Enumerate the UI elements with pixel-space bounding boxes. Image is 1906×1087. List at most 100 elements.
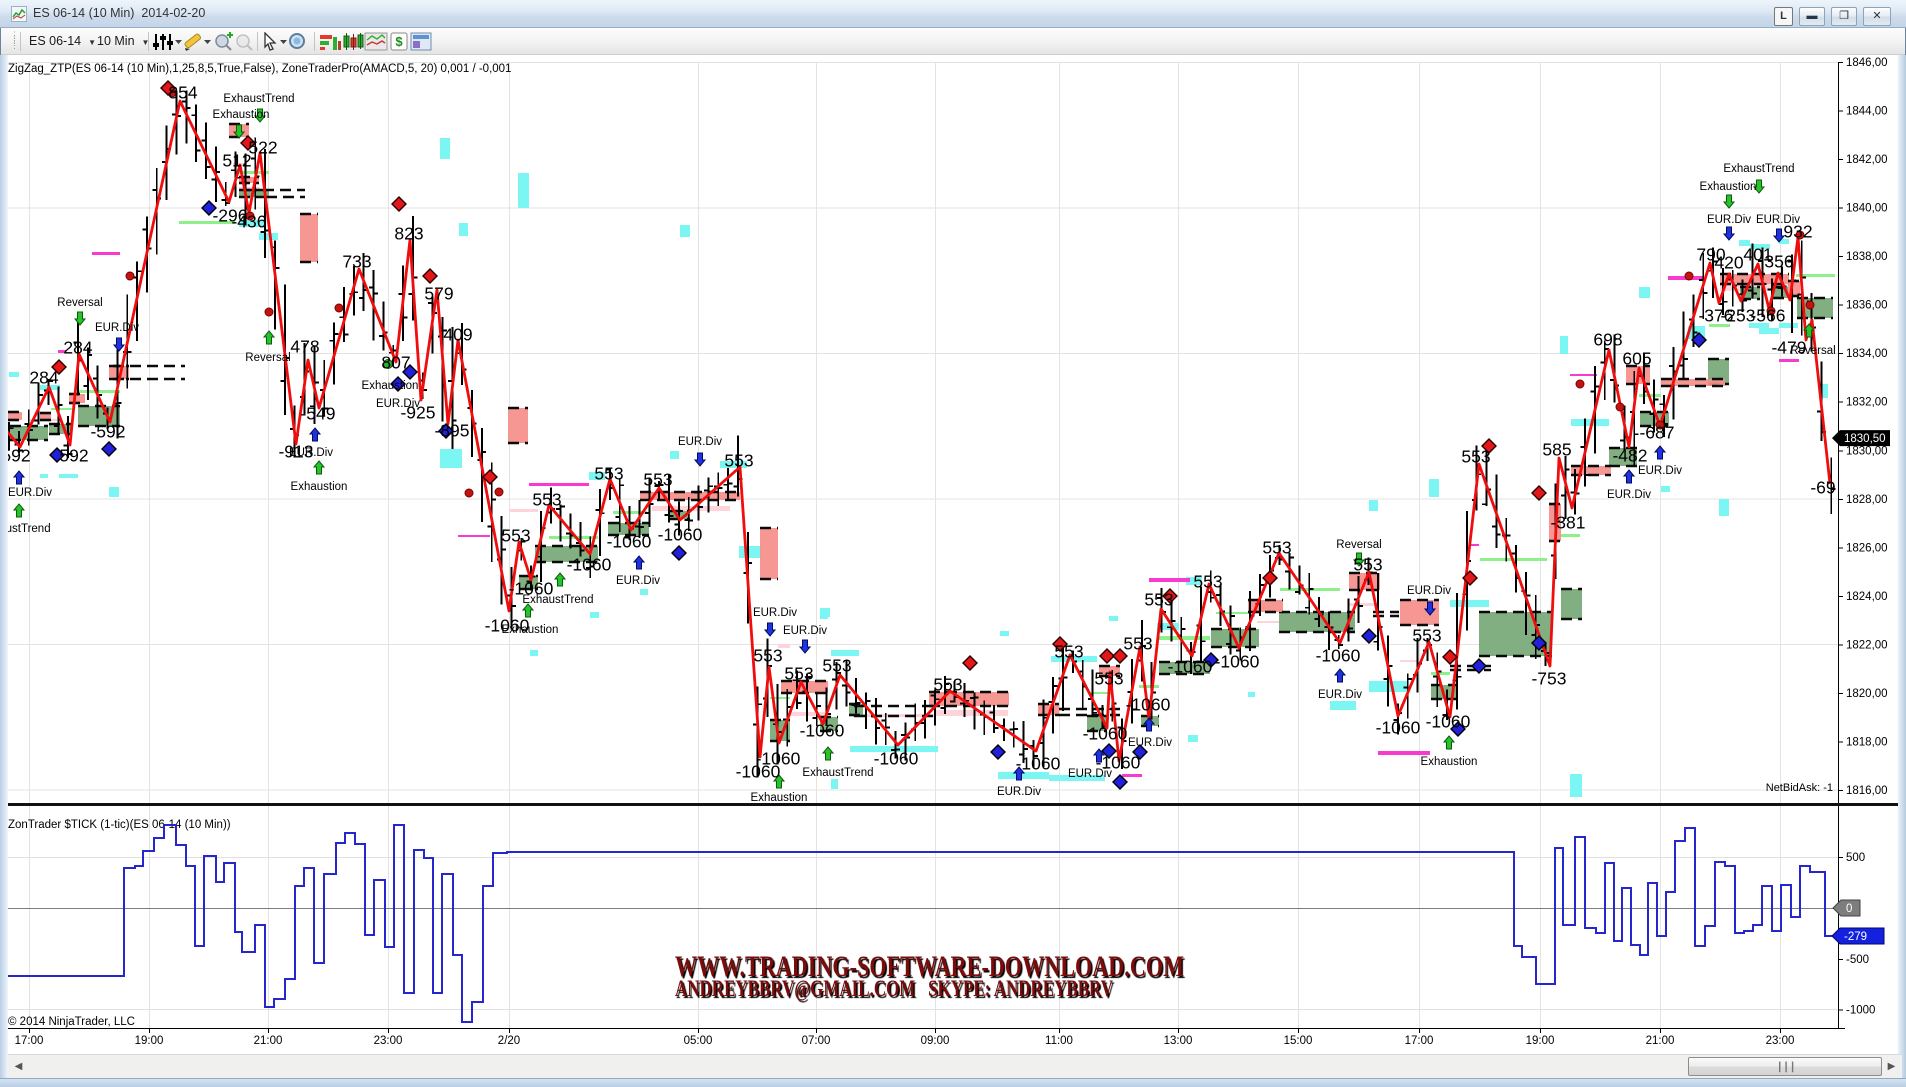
svg-text:21:00: 21:00 [1646, 1035, 1675, 1047]
svg-text:1844,00: 1844,00 [1846, 106, 1888, 118]
svg-text:592: 592 [59, 446, 88, 466]
svg-text:553: 553 [501, 526, 530, 546]
svg-text:-687: -687 [1639, 423, 1674, 443]
svg-text:-1060: -1060 [1376, 718, 1421, 738]
svg-text:1820,00: 1820,00 [1846, 688, 1888, 700]
svg-text:ExhaustTrend: ExhaustTrend [223, 93, 294, 105]
svg-text:553: 553 [1353, 555, 1382, 575]
svg-text:05:00: 05:00 [684, 1035, 713, 1047]
svg-text:EUR.Div: EUR.Div [1756, 214, 1800, 226]
svg-text:807: 807 [381, 353, 410, 373]
svg-text:553: 553 [753, 646, 782, 666]
svg-text:-1060: -1060 [1316, 646, 1361, 666]
svg-text:ExhaustTrend: ExhaustTrend [0, 523, 51, 535]
svg-text:553: 553 [933, 675, 962, 695]
svg-text:ZonTrader $TICK (1-tic)(ES 06-: ZonTrader $TICK (1-tic)(ES 06-14 (10 Min… [8, 819, 231, 831]
svg-text:553: 553 [643, 470, 672, 490]
svg-text:2/20: 2/20 [498, 1035, 520, 1047]
svg-text:ANDREYBBRV@GMAIL.COM SKYPE:: ANDREYBBRV@GMAIL.COM SKYPE: ANDREYBBRV [675, 976, 1113, 1002]
svg-text:23:00: 23:00 [374, 1035, 403, 1047]
svg-text:Exhaustion: Exhaustion [362, 380, 419, 392]
svg-text:-1060: -1060 [1168, 657, 1213, 677]
svg-text:284: 284 [29, 368, 58, 388]
svg-text:1822,00: 1822,00 [1846, 639, 1888, 651]
svg-text:17:00: 17:00 [15, 1035, 44, 1047]
svg-text:EUR.Div: EUR.Div [1318, 689, 1362, 701]
svg-text:1816,00: 1816,00 [1846, 785, 1888, 797]
svg-text:-1000: -1000 [1846, 1005, 1875, 1017]
svg-text:© 2014 NinjaTrader, LLC: © 2014 NinjaTrader, LLC [8, 1016, 135, 1028]
svg-text:Exhaustion: Exhaustion [502, 624, 559, 636]
svg-text:1826,00: 1826,00 [1846, 542, 1888, 554]
svg-text:553: 553 [532, 490, 561, 510]
svg-text:553: 553 [724, 451, 753, 471]
svg-text:Exhaustion: Exhaustion [1700, 181, 1757, 193]
svg-text:733: 733 [342, 252, 371, 272]
svg-text:-69: -69 [1810, 478, 1835, 498]
svg-text:500: 500 [1846, 852, 1865, 864]
svg-text:EUR.Div: EUR.Div [616, 575, 660, 587]
svg-text:512: 512 [222, 151, 251, 171]
svg-text:1830,00: 1830,00 [1846, 445, 1888, 457]
svg-text:-566: -566 [1750, 306, 1785, 326]
svg-text:Exhaustion: Exhaustion [213, 109, 270, 121]
svg-text:1828,00: 1828,00 [1846, 494, 1888, 506]
svg-text:854: 854 [168, 83, 197, 103]
svg-text:-753: -753 [1531, 669, 1566, 689]
svg-text:EUR.Div: EUR.Div [8, 487, 52, 499]
svg-text:-1060: -1060 [1126, 695, 1171, 715]
svg-text:19:00: 19:00 [1526, 1035, 1555, 1047]
svg-text:553: 553 [1094, 669, 1123, 689]
svg-text:EUR.Div: EUR.Div [376, 398, 420, 410]
svg-text:478: 478 [290, 337, 319, 357]
svg-text:553: 553 [1054, 642, 1083, 662]
svg-text:Exhaustion: Exhaustion [751, 792, 808, 804]
svg-text:-479: -479 [1771, 338, 1806, 358]
svg-text:553: 553 [784, 664, 813, 684]
svg-text:592: 592 [1, 446, 30, 466]
svg-text:1846,00: 1846,00 [1846, 57, 1888, 69]
svg-text:ExhaustTrend: ExhaustTrend [1723, 163, 1794, 175]
svg-text:1824,00: 1824,00 [1846, 591, 1888, 603]
svg-text:553: 553 [1461, 447, 1490, 467]
svg-text:21:00: 21:00 [254, 1035, 283, 1047]
svg-text:EUR.Div: EUR.Div [289, 447, 333, 459]
svg-text:409: 409 [443, 325, 472, 345]
svg-text:1836,00: 1836,00 [1846, 300, 1888, 312]
svg-text:23:00: 23:00 [1766, 1035, 1795, 1047]
svg-text:EUR.Div: EUR.Div [95, 322, 139, 334]
svg-text:-376: -376 [1698, 306, 1733, 326]
svg-text:605: 605 [1622, 349, 1651, 369]
svg-text:EUR.Div: EUR.Div [783, 625, 827, 637]
svg-text:1832,00: 1832,00 [1846, 397, 1888, 409]
svg-text:-895: -895 [434, 421, 469, 441]
svg-text:EUR.Div: EUR.Div [1068, 768, 1112, 780]
svg-text:553: 553 [1193, 572, 1222, 592]
svg-text:401: 401 [1743, 245, 1772, 265]
svg-text:-296: -296 [212, 206, 247, 226]
svg-text:Exhaustion: Exhaustion [1421, 756, 1478, 768]
svg-text:-1060: -1060 [607, 532, 652, 552]
svg-text:284: 284 [63, 338, 92, 358]
svg-text:EUR.Div: EUR.Div [678, 436, 722, 448]
svg-text:ExhaustTrend: ExhaustTrend [522, 594, 593, 606]
svg-text:-1060: -1060 [1016, 754, 1061, 774]
svg-text:-1060: -1060 [509, 579, 554, 599]
svg-text:Reversal: Reversal [1790, 345, 1835, 357]
svg-text:553: 553 [594, 464, 623, 484]
svg-text:WWW.TRADING-SOFTWARE-DOWNLOAD.: WWW.TRADING-SOFTWARE-DOWNLOAD.COM [675, 950, 1184, 983]
svg-text:EUR.Div: EUR.Div [1128, 737, 1172, 749]
svg-text:522: 522 [248, 138, 277, 158]
svg-text:-381: -381 [1550, 513, 1585, 533]
svg-text:-1060: -1060 [1083, 724, 1128, 744]
svg-text:-1060: -1060 [1426, 712, 1471, 732]
svg-text:356: 356 [1764, 252, 1793, 272]
svg-text:15:00: 15:00 [1284, 1035, 1313, 1047]
svg-text:1840,00: 1840,00 [1846, 203, 1888, 215]
svg-text:EUR.Div: EUR.Div [1607, 489, 1651, 501]
svg-text:823: 823 [394, 224, 423, 244]
svg-text:1818,00: 1818,00 [1846, 737, 1888, 749]
svg-text:553: 553 [822, 656, 851, 676]
svg-text:-1060: -1060 [658, 525, 703, 545]
svg-text:-1060: -1060 [567, 555, 612, 575]
